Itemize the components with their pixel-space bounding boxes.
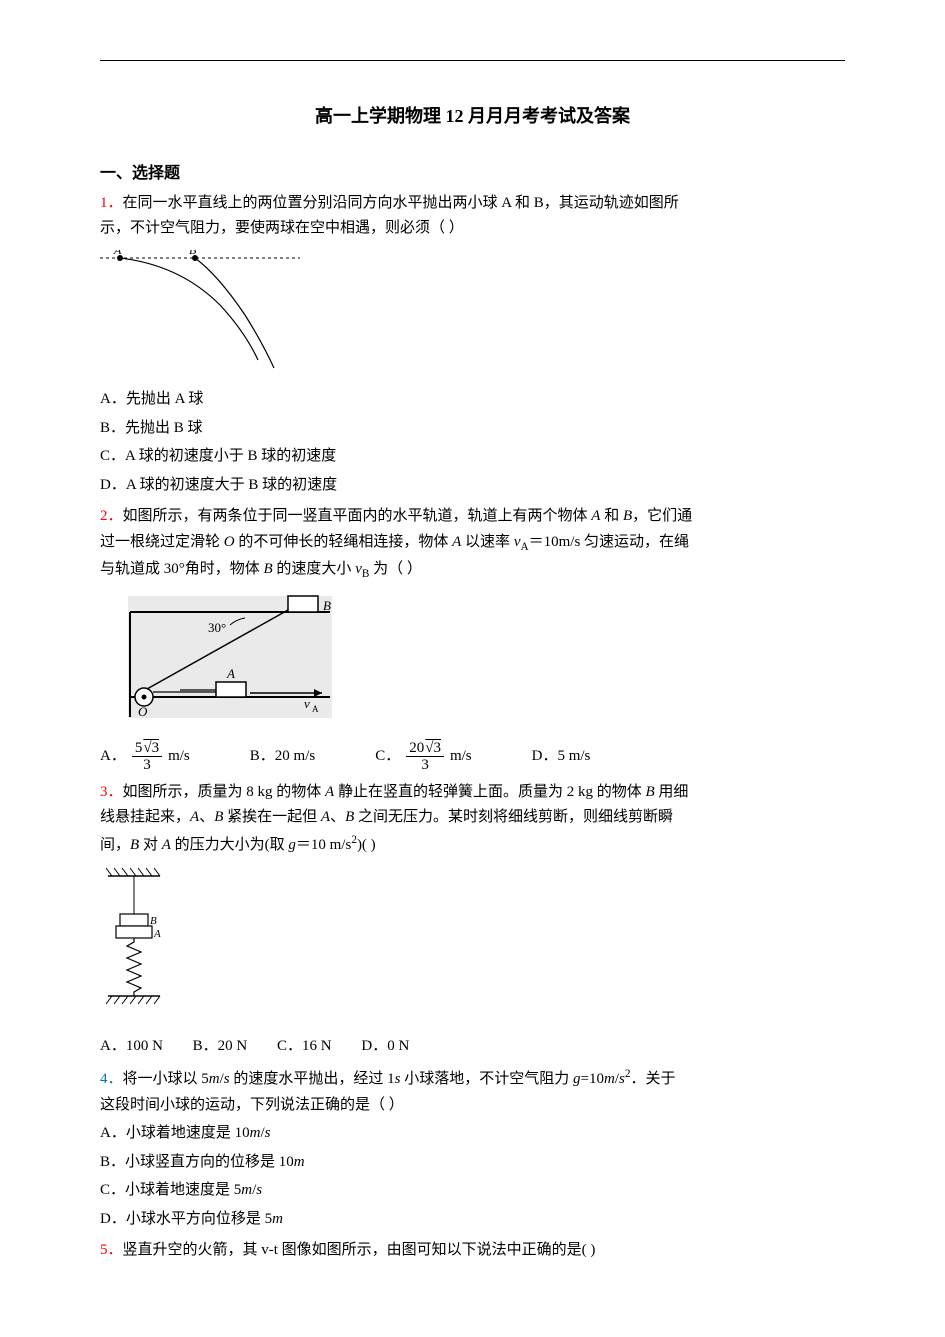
q2-options: A． 5√3 3 m/s B．20 m/s C． 20√3 3 m/s D．5 …: [100, 740, 845, 774]
q4-optA: A．小球着地速度是 10m/s: [100, 1121, 845, 1147]
question-5: 5．竖直升空的火箭，其 v-t 图像如图所示，由图可知以下说法中正确的是( ): [100, 1238, 845, 1264]
q1-number: 1．: [100, 195, 123, 211]
svg-text:A: A: [153, 928, 161, 940]
question-1: 1．在同一水平直线上的两位置分别沿同方向水平抛出两小球 A 和 B，其运动轨迹如…: [100, 191, 845, 499]
q3-optC: C．16 N: [277, 1038, 332, 1054]
q3-optB: B．20 N: [193, 1038, 248, 1054]
q5-text: 5．竖直升空的火箭，其 v-t 图像如图所示，由图可知以下说法中正确的是( ): [100, 1238, 845, 1264]
q1-line1: 在同一水平直线上的两位置分别沿同方向水平抛出两小球 A 和 B，其运动轨迹如图所: [123, 195, 679, 211]
section-heading: 一、选择题: [100, 160, 845, 187]
q4-optD: D．小球水平方向位移是 5m: [100, 1207, 845, 1233]
q4-optB: B．小球竖直方向的位移是 10m: [100, 1150, 845, 1176]
q4-line2: 这段时间小球的运动，下列说法正确的是（ ）: [100, 1093, 845, 1119]
q4-line1: 4．将一小球以 5m/s 的速度水平抛出，经过 1s 小球落地，不计空气阻力 g…: [100, 1065, 845, 1093]
q1-optB: B．先抛出 B 球: [100, 416, 845, 442]
q1-diagram: A B: [100, 250, 845, 380]
q3-line3: 间，B 对 A 的压力大小为(取 g＝10 m/s2)( ): [100, 831, 845, 859]
q2-optC: C． 20√3 3 m/s: [375, 740, 471, 774]
svg-text:O: O: [138, 704, 148, 719]
q2-number: 2．: [100, 508, 123, 524]
q3-diagram: B A: [100, 866, 845, 1026]
q4-number: 4．: [100, 1071, 123, 1087]
svg-text:v: v: [304, 696, 310, 711]
question-4: 4．将一小球以 5m/s 的速度水平抛出，经过 1s 小球落地，不计空气阻力 g…: [100, 1065, 845, 1232]
q5-number: 5．: [100, 1242, 123, 1258]
q3-number: 3．: [100, 784, 123, 800]
question-2: 2．如图所示，有两条位于同一竖直平面内的水平轨道，轨道上有两个物体 A 和 B，…: [100, 504, 845, 773]
q1-optC: C．A 球的初速度小于 B 球的初速度: [100, 444, 845, 470]
page-title: 高一上学期物理 12 月月月考考试及答案: [100, 101, 845, 132]
svg-text:A: A: [113, 250, 122, 257]
q2-optD: D．5 m/s: [532, 744, 591, 770]
question-3: 3．如图所示，质量为 8 kg 的物体 A 静止在竖直的轻弹簧上面。质量为 2 …: [100, 780, 845, 1060]
q3-line2: 线悬挂起来，A、B 紧挨在一起但 A、B 之间无压力。某时刻将细线剪断，则细线剪…: [100, 805, 845, 831]
svg-text:A: A: [226, 666, 235, 681]
svg-text:30°: 30°: [208, 620, 226, 635]
q1-text: 1．在同一水平直线上的两位置分别沿同方向水平抛出两小球 A 和 B，其运动轨迹如…: [100, 191, 845, 217]
q2-optB: B．20 m/s: [250, 744, 315, 770]
svg-text:A: A: [312, 704, 319, 714]
top-rule-line: [100, 60, 845, 61]
q1-optA: A．先抛出 A 球: [100, 387, 845, 413]
q2-optA: A． 5√3 3 m/s: [100, 740, 190, 774]
q2-line1: 2．如图所示，有两条位于同一竖直平面内的水平轨道，轨道上有两个物体 A 和 B，…: [100, 504, 845, 530]
q4-optC: C．小球着地速度是 5m/s: [100, 1178, 845, 1204]
svg-text:B: B: [150, 915, 157, 927]
svg-text:B: B: [189, 250, 197, 257]
q3-optD: D．0 N: [361, 1038, 409, 1054]
q1-line2: 示，不计空气阻力，要使两球在空中相遇，则必须（ ）: [100, 216, 845, 242]
q3-line1: 3．如图所示，质量为 8 kg 的物体 A 静止在竖直的轻弹簧上面。质量为 2 …: [100, 780, 845, 806]
q2-diagram: B A O 30° v A: [100, 592, 845, 732]
q2-line2: 过一根绕过定滑轮 O 的不可伸长的轻绳相连接，物体 A 以速率 vA＝10m/s…: [100, 530, 845, 557]
q3-optA: A．100 N: [100, 1038, 163, 1054]
q2-line3: 与轨道成 30°角时，物体 B 的速度大小 vB 为（ ）: [100, 557, 845, 584]
svg-text:B: B: [323, 598, 331, 613]
q1-optD: D．A 球的初速度大于 B 球的初速度: [100, 473, 845, 499]
q3-options: A．100 N B．20 N C．16 N D．0 N: [100, 1034, 845, 1060]
